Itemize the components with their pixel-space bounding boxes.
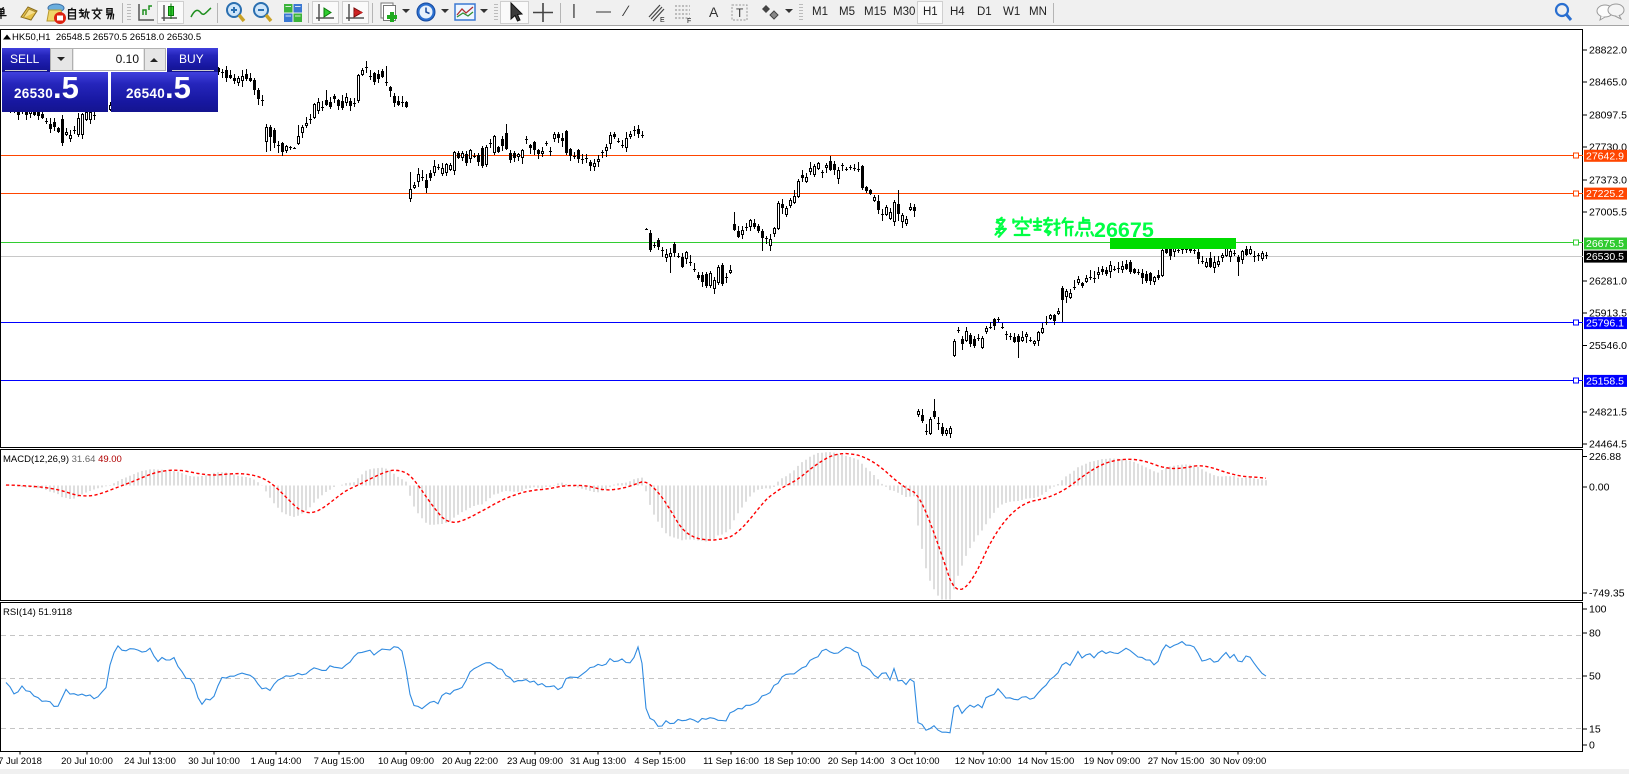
svg-text:3 Oct 10:00: 3 Oct 10:00	[890, 756, 939, 767]
svg-text:28097.5: 28097.5	[1589, 110, 1627, 122]
svg-text:27225.2: 27225.2	[1586, 188, 1624, 200]
svg-text:24821.5: 24821.5	[1589, 407, 1627, 419]
svg-text:27642.9: 27642.9	[1586, 150, 1624, 162]
svg-text:26675: 26675	[1094, 218, 1154, 242]
svg-text:0: 0	[1589, 740, 1595, 752]
svg-text:14 Nov 15:00: 14 Nov 15:00	[1018, 756, 1075, 767]
svg-text:E: E	[660, 17, 665, 24]
svg-text:0.00: 0.00	[1589, 482, 1610, 494]
svg-text:15: 15	[1589, 724, 1601, 736]
svg-text:12 Nov 10:00: 12 Nov 10:00	[955, 756, 1012, 767]
svg-text:20 Jul 10:00: 20 Jul 10:00	[61, 756, 113, 767]
svg-text:25546.0: 25546.0	[1589, 340, 1627, 352]
svg-text:26675.5: 26675.5	[1586, 238, 1624, 250]
svg-text:100: 100	[1589, 604, 1607, 616]
svg-text:25158.5: 25158.5	[1586, 375, 1624, 387]
svg-text:10 Aug 09:00: 10 Aug 09:00	[378, 756, 434, 767]
svg-text:F: F	[687, 18, 691, 25]
svg-text:11 Sep 16:00: 11 Sep 16:00	[703, 756, 759, 767]
svg-text:7 Jul 2018: 7 Jul 2018	[0, 756, 42, 767]
svg-text:18 Sep 10:00: 18 Sep 10:00	[764, 756, 821, 767]
svg-text:25796.1: 25796.1	[1586, 318, 1624, 330]
svg-text:HK50,H1 26548.5 26570.5 26518: HK50,H1 26548.5 26570.5 26518.0 26530.5	[12, 32, 201, 43]
svg-text:30 Jul 10:00: 30 Jul 10:00	[188, 756, 240, 767]
svg-text:80: 80	[1589, 628, 1601, 640]
svg-text:1 Aug 14:00: 1 Aug 14:00	[251, 756, 302, 767]
svg-text:MACD(12,26,9) 31.64 49.00: MACD(12,26,9) 31.64 49.00	[3, 454, 122, 465]
svg-text:25913.5: 25913.5	[1589, 308, 1627, 320]
svg-text:27 Nov 15:00: 27 Nov 15:00	[1148, 756, 1205, 767]
svg-text:4 Sep 15:00: 4 Sep 15:00	[634, 756, 685, 767]
svg-text:24 Jul 13:00: 24 Jul 13:00	[124, 756, 176, 767]
svg-text:T: T	[736, 6, 744, 20]
svg-text:7 Aug 15:00: 7 Aug 15:00	[314, 756, 365, 767]
svg-text:27373.0: 27373.0	[1589, 175, 1627, 187]
svg-text:31 Aug 13:00: 31 Aug 13:00	[570, 756, 626, 767]
svg-text:50: 50	[1589, 671, 1601, 683]
svg-text:27005.5: 27005.5	[1589, 207, 1627, 219]
svg-text:26281.0: 26281.0	[1589, 276, 1627, 288]
svg-text:20 Sep 14:00: 20 Sep 14:00	[828, 756, 885, 767]
svg-text:30 Nov 09:00: 30 Nov 09:00	[1210, 756, 1267, 767]
svg-text:226.88: 226.88	[1589, 451, 1621, 463]
svg-text:26530.5: 26530.5	[1586, 251, 1624, 263]
svg-text:20 Aug 22:00: 20 Aug 22:00	[442, 756, 498, 767]
svg-text:RSI(14) 51.9118: RSI(14) 51.9118	[3, 607, 72, 618]
svg-text:28822.0: 28822.0	[1589, 45, 1627, 57]
svg-text:28465.0: 28465.0	[1589, 77, 1627, 89]
svg-text:23 Aug 09:00: 23 Aug 09:00	[507, 756, 563, 767]
svg-text:19 Nov 09:00: 19 Nov 09:00	[1084, 756, 1141, 767]
svg-text:-749.35: -749.35	[1589, 588, 1625, 600]
svg-text:24464.5: 24464.5	[1589, 439, 1627, 451]
